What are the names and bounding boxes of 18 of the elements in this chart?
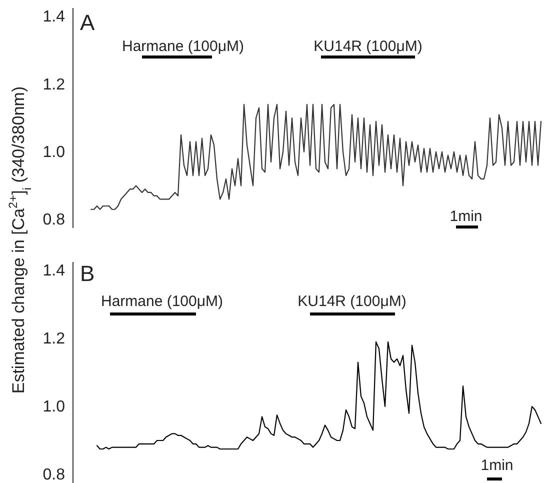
- annotation: Harmane (100μM): [100, 293, 224, 310]
- annotation: KU14R (100μM): [298, 293, 406, 310]
- y-tick-label: 1.4: [42, 8, 66, 26]
- y-tick-label: 1.2: [42, 76, 66, 94]
- y-tick-label: 1.0: [42, 144, 66, 161]
- line-series: [90, 104, 542, 210]
- chart-title: B: [80, 261, 95, 286]
- annotation: KU14R (100μM): [314, 38, 422, 55]
- y-tick-label: 0.8: [42, 466, 66, 483]
- annotation: Harmane (100μM): [122, 38, 244, 55]
- y-tick-label: 0.8: [42, 212, 66, 229]
- annotation: 1min: [480, 457, 514, 474]
- chart-title: A: [80, 10, 95, 35]
- line-series: [96, 341, 542, 450]
- y-tick-label: 1.0: [42, 398, 66, 416]
- annotation: 1min: [450, 208, 482, 225]
- y-tick-label: 1.2: [42, 330, 66, 348]
- y-tick-label: 1.4: [42, 262, 66, 280]
